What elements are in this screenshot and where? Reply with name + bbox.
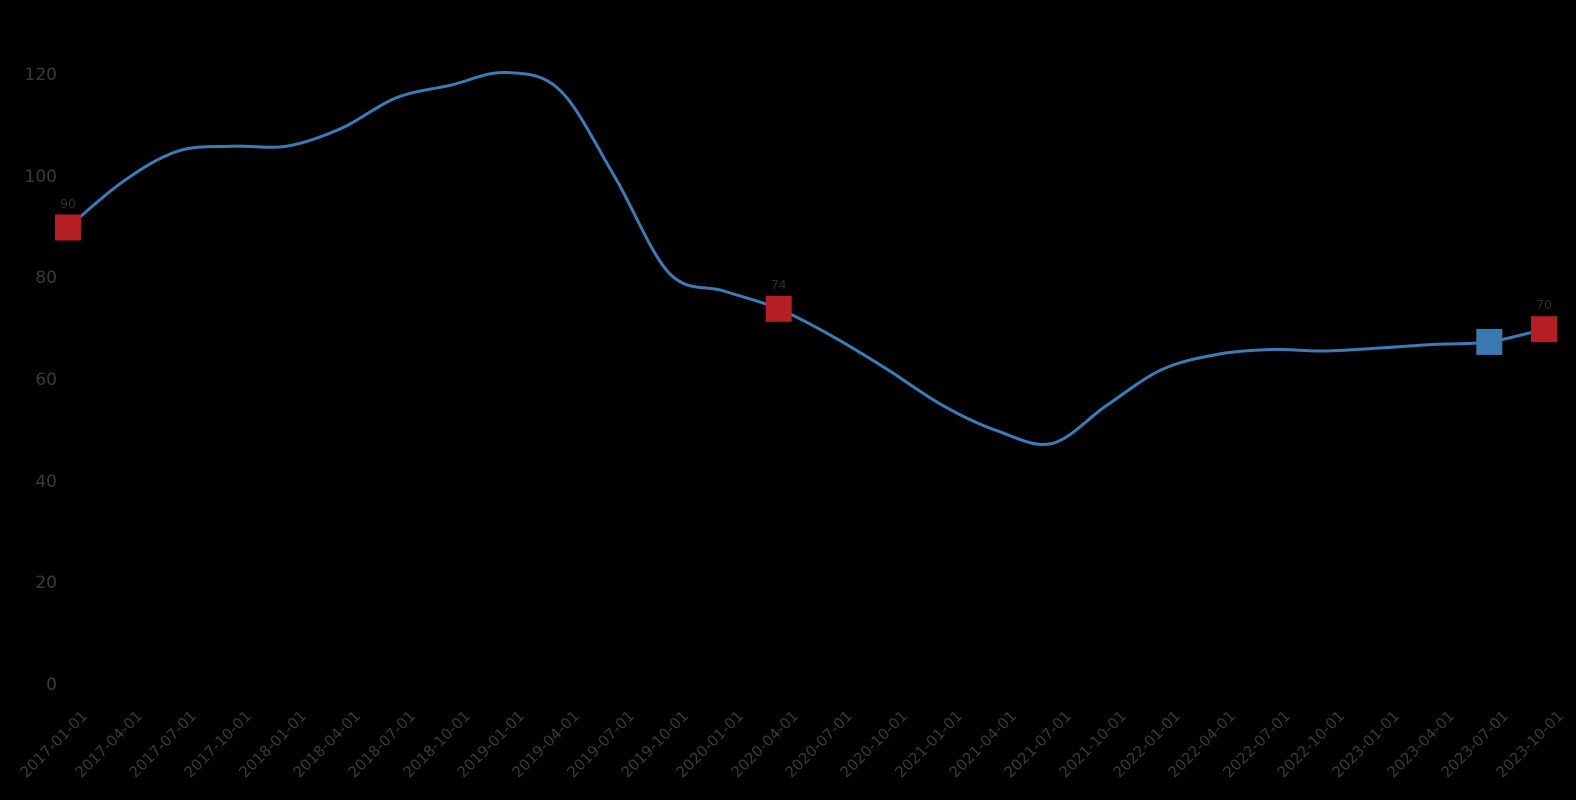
y-tick-label: 100: [24, 166, 57, 187]
y-tick-label: 20: [35, 573, 57, 594]
y-tick-label: 40: [35, 471, 57, 492]
marker-red-1: [765, 295, 792, 322]
series-line: [66, 70, 1546, 446]
marker-value-label: 74: [770, 276, 787, 292]
marker-blue-2: [1476, 328, 1503, 355]
marker-red-0: [55, 214, 81, 241]
marker-value-label: 70: [1536, 297, 1552, 313]
y-tick-label: 0: [46, 675, 57, 695]
marker-red-3: [1531, 316, 1557, 343]
y-tick-label: 80: [35, 268, 57, 289]
y-tick-label: 60: [35, 370, 57, 390]
marker-value-label: 90: [60, 195, 76, 211]
y-tick-label: 120: [24, 65, 57, 85]
